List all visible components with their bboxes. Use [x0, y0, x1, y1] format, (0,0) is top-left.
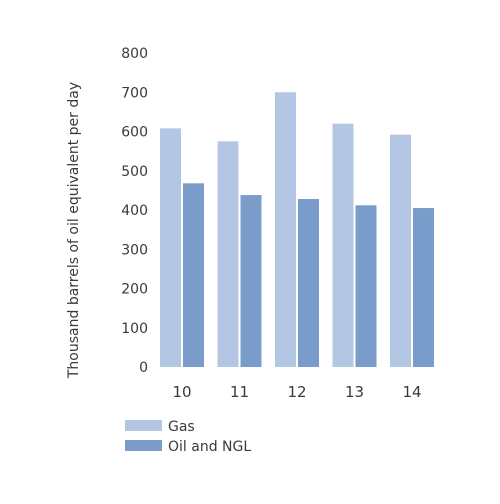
bar-gas-11 [217, 141, 239, 367]
bar-gas-14 [390, 134, 411, 367]
legend-label-oil-ngl: Oil and NGL [168, 439, 251, 455]
legend-label-gas: Gas [168, 419, 195, 435]
bar-gas-12 [275, 92, 296, 367]
y-tick-label: 0 [139, 360, 148, 376]
x-axis-labels: 10 11 12 13 14 [172, 383, 421, 401]
legend-swatch-gas [125, 420, 162, 431]
bar-oil-ngl-13 [355, 205, 377, 367]
y-axis-title: Thousand barrels of oil equivalent per d… [66, 82, 82, 379]
bar-gas-13 [332, 123, 354, 368]
y-tick-label: 800 [121, 46, 148, 62]
legend-swatch-oil-ngl [125, 440, 162, 451]
legend: Gas Oil and NGL [125, 419, 251, 455]
bar-oil-ngl-11 [240, 195, 262, 367]
x-category-label: 14 [402, 383, 421, 401]
y-tick-label: 300 [121, 242, 148, 258]
bar-oil-ngl-10 [183, 183, 204, 367]
bar-oil-ngl-14 [413, 208, 434, 367]
y-tick-label: 400 [121, 203, 148, 219]
bar-oil-ngl-12 [298, 199, 319, 367]
y-tick-label: 100 [121, 321, 148, 337]
y-tick-label: 500 [121, 164, 148, 180]
bars [160, 92, 434, 368]
y-tick-label: 200 [121, 282, 148, 298]
x-category-label: 13 [345, 383, 364, 401]
y-axis-ticks: 0 100 200 300 400 500 600 700 800 [121, 46, 148, 376]
x-category-label: 10 [172, 383, 191, 401]
y-tick-label: 600 [121, 125, 148, 141]
x-category-label: 11 [230, 383, 249, 401]
x-category-label: 12 [287, 383, 306, 401]
bar-gas-10 [160, 128, 181, 367]
y-tick-label: 700 [121, 85, 148, 101]
